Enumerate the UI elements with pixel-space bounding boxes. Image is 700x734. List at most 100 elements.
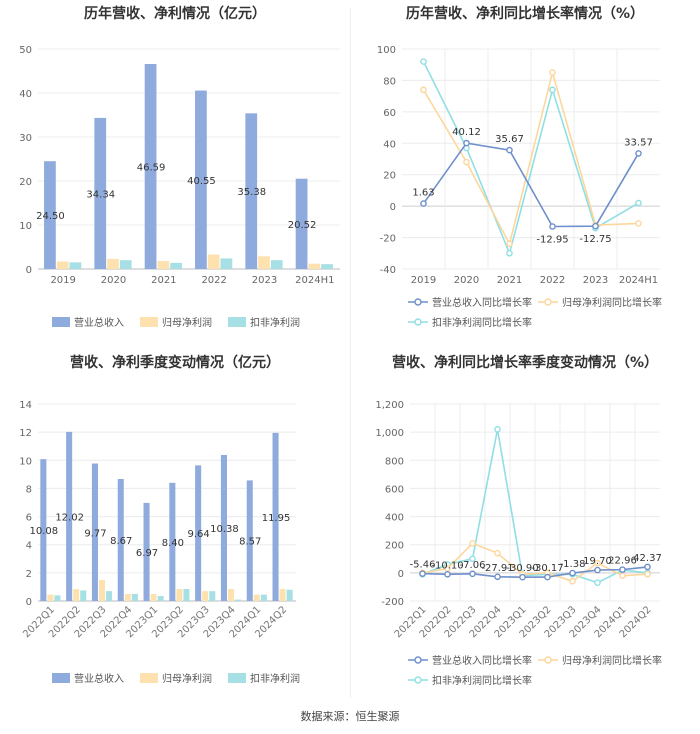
bar-value-label: 34.34	[86, 189, 115, 200]
bar	[44, 161, 56, 269]
bar-value-label: 10.38	[210, 524, 239, 535]
series-line	[422, 69, 639, 247]
bar-value-label: 46.59	[137, 163, 166, 174]
line-point	[544, 573, 551, 581]
data-source-note: 数据来源：恒生聚源	[300, 710, 400, 723]
series-line	[422, 566, 648, 579]
legend-label: 扣非净利润	[250, 316, 300, 329]
legend-label: 扣非净利润	[250, 672, 300, 685]
quarterly-revenue-profit-bar-chart: 营收、净利季度变动情况（亿元）024681012142022Q12022Q220…	[19, 354, 300, 685]
legend-marker	[414, 318, 422, 326]
legend-marker	[544, 298, 552, 306]
legend-swatch	[140, 317, 158, 327]
bar	[195, 90, 207, 269]
x-tick-label: 2021	[497, 275, 522, 286]
bar	[202, 591, 209, 601]
y-tick-label: 20	[383, 171, 396, 182]
bar	[207, 254, 220, 269]
bar-value-label: 20.52	[288, 220, 317, 231]
line-point	[419, 570, 426, 577]
line-point	[619, 572, 626, 579]
bar-value-label: 10.08	[30, 526, 59, 537]
line-point	[594, 566, 601, 574]
bar	[143, 502, 150, 601]
line-point	[519, 573, 526, 581]
point-value-label: -5.46	[410, 560, 436, 571]
bar	[220, 454, 227, 601]
chart-title: 营收、净利季度变动情况（亿元）	[70, 354, 280, 371]
y-tick-label: 800	[385, 456, 404, 467]
point-value-label: -30.90	[506, 563, 538, 574]
x-tick-label: 2020	[101, 275, 126, 286]
y-tick-label: -20	[380, 234, 396, 245]
x-tick-label: 2019	[50, 275, 75, 286]
y-tick-label: 20	[19, 177, 32, 188]
bar	[107, 258, 119, 269]
line-point	[494, 549, 501, 557]
legend-label: 营业总收入同比增长率	[432, 296, 532, 309]
legend-label: 归母净利润	[162, 316, 212, 329]
y-tick-label: 1,000	[375, 428, 404, 439]
bar	[98, 579, 106, 601]
bar	[94, 117, 107, 270]
y-tick-label: 400	[385, 513, 404, 524]
point-value-label: -12.95	[536, 234, 568, 245]
bar	[272, 432, 279, 601]
point-value-label: 19.70	[583, 556, 612, 567]
bar	[106, 591, 113, 601]
bar	[321, 264, 333, 269]
bar	[220, 258, 233, 269]
bar	[245, 113, 258, 269]
line-point	[444, 570, 451, 578]
bar	[308, 263, 321, 269]
legend-label: 营业总收入	[74, 316, 124, 329]
bar	[117, 479, 124, 601]
x-tick-label: 2024H1	[295, 275, 334, 286]
line-point	[635, 150, 642, 157]
y-tick-label: 4	[26, 541, 32, 552]
bar	[119, 260, 132, 269]
line-point	[469, 540, 476, 547]
series-line	[422, 142, 640, 228]
line-point	[569, 569, 576, 577]
line-point	[549, 69, 556, 76]
y-tick-label: 60	[383, 108, 396, 119]
bar	[69, 262, 82, 269]
bar-value-label: 24.50	[36, 211, 65, 222]
y-tick-label: 6	[26, 513, 32, 524]
line-point	[506, 249, 513, 257]
bar	[124, 593, 131, 601]
bar	[157, 596, 164, 601]
bar	[131, 593, 138, 601]
line-point	[569, 577, 576, 585]
x-tick-label: 2021	[151, 275, 176, 286]
bar	[150, 593, 157, 601]
bar	[144, 64, 157, 269]
x-tick-label: 2024H1	[619, 275, 658, 286]
point-value-label: -12.75	[579, 234, 611, 245]
line-point	[594, 579, 601, 587]
y-tick-label: 12	[19, 428, 32, 439]
bar	[73, 589, 80, 601]
bar	[176, 589, 183, 601]
bar	[157, 261, 170, 269]
legend-label: 归母净利润同比增长率	[562, 654, 662, 667]
bar	[227, 589, 235, 601]
bar	[47, 594, 54, 601]
legend-marker	[544, 656, 552, 664]
x-tick-label: 2019	[411, 275, 436, 286]
y-tick-label: 80	[383, 76, 396, 87]
bar	[169, 482, 176, 601]
series-line	[422, 429, 648, 584]
legend-label: 归母净利润同比增长率	[562, 296, 662, 309]
bar	[253, 594, 260, 601]
bar	[170, 262, 182, 269]
line-point	[619, 566, 626, 573]
y-tick-label: -40	[380, 265, 396, 276]
legend-marker	[414, 676, 422, 684]
y-tick-label: 0	[398, 569, 404, 580]
chart-title: 历年营收、净利情况（亿元）	[84, 5, 266, 22]
line-point	[494, 573, 501, 581]
bar-value-label: 6.97	[136, 548, 158, 559]
bar	[279, 589, 286, 601]
